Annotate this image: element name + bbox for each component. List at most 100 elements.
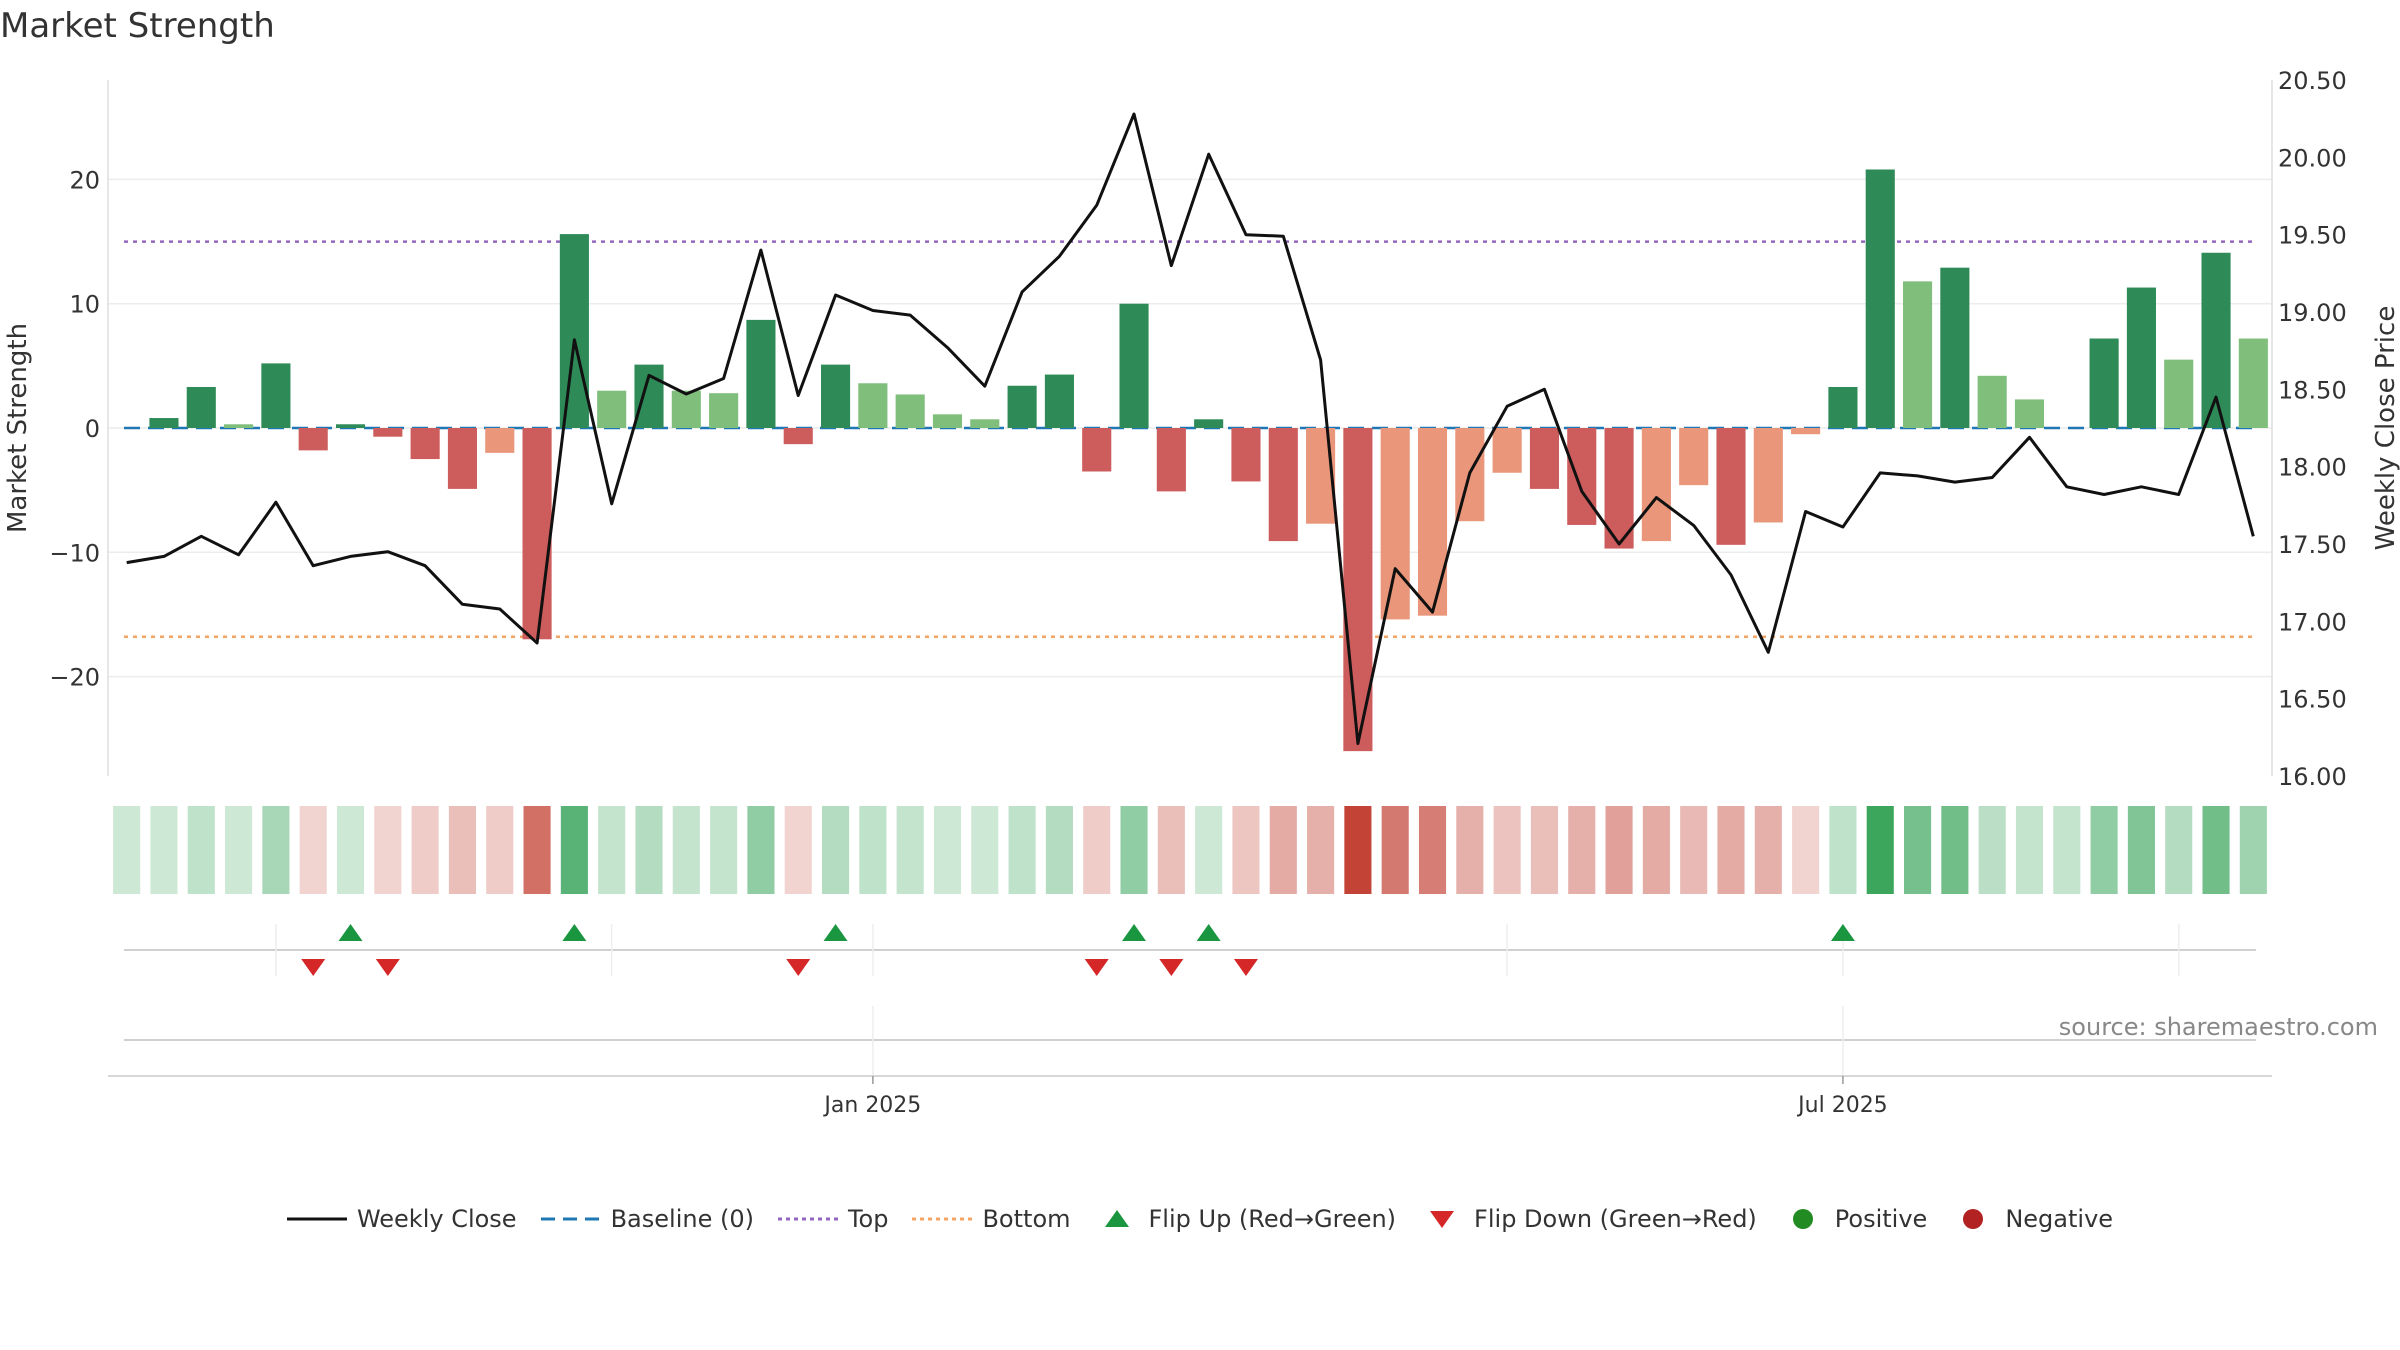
heat-cell	[1008, 806, 1036, 894]
legend-baseline-label: Baseline (0)	[610, 1205, 754, 1233]
axes: −20 −10 0 10 20 16.00 16.50 17.00 17.50 18.00 18.5…	[49, 67, 2346, 791]
heat-cell	[150, 806, 178, 894]
heat-cell	[1456, 806, 1484, 894]
heat-cell	[1195, 806, 1223, 894]
legend-baseline: Baseline (0)	[540, 1205, 754, 1233]
heat-cell	[1344, 806, 1372, 894]
strength-bar	[1417, 428, 1448, 616]
heat-cell	[784, 806, 812, 894]
strength-bar	[1716, 428, 1746, 545]
heat-cell	[374, 806, 402, 894]
heat-cell	[336, 806, 365, 894]
strength-bar	[932, 414, 963, 428]
triangle-down-icon	[1430, 1211, 1455, 1228]
legend-bottom: Bottom	[912, 1205, 1071, 1233]
lower-panel	[124, 1006, 2256, 1076]
y-tick-right: 18.00	[2278, 454, 2347, 482]
strength-bar	[1380, 428, 1410, 620]
heat-cell	[710, 806, 738, 894]
y-tick-right: 20.50	[2278, 67, 2347, 95]
heat-cell	[2165, 806, 2193, 894]
strength-bar	[1156, 428, 1186, 492]
heat-cell	[1157, 806, 1185, 894]
strength-bar	[1492, 428, 1522, 473]
flip-up-marker	[1196, 924, 1221, 941]
strength-bar	[671, 390, 701, 428]
strength-bar	[1044, 374, 1074, 428]
strength-bar	[373, 428, 403, 437]
heat-cell	[1941, 806, 1969, 894]
heat-cell	[859, 806, 887, 894]
y-tick-right: 18.50	[2278, 376, 2347, 404]
legend-top: Top	[777, 1205, 888, 1233]
heat-cell	[411, 806, 439, 894]
strength-bar	[1194, 419, 1224, 428]
strength-bar	[1567, 428, 1597, 525]
dotted-line-icon	[912, 1217, 973, 1221]
y-tick-right: 17.00	[2278, 608, 2347, 636]
y-tick-left: 20	[69, 166, 100, 194]
strength-bar	[783, 428, 813, 445]
strength-bar	[1753, 428, 1783, 523]
strength-bar	[410, 428, 440, 460]
flip-down-marker	[301, 959, 326, 976]
heat-cell	[1568, 806, 1596, 894]
flip-up-marker	[338, 924, 363, 941]
reference-lines	[124, 240, 2256, 639]
heat-cell	[2090, 806, 2118, 894]
heat-cell	[1530, 806, 1558, 894]
strength-bar	[597, 390, 627, 428]
y-tick-right: 17.50	[2278, 531, 2347, 559]
strength-bar	[485, 428, 515, 453]
strength-bar	[447, 428, 477, 489]
heat-cell	[1493, 806, 1521, 894]
strength-bar	[858, 383, 888, 428]
heat-cell	[1754, 806, 1782, 894]
strength-bar	[895, 394, 925, 428]
strength-bar	[1231, 428, 1261, 482]
x-tick-label: Jan 2025	[822, 1093, 921, 1118]
heat-cell	[187, 806, 215, 894]
heat-cell	[1792, 806, 1820, 894]
strength-bar	[2089, 338, 2119, 428]
legend-positive: Positive	[1781, 1205, 1928, 1233]
y-tick-right: 20.00	[2278, 144, 2347, 172]
strength-bar	[1529, 428, 1559, 489]
heat-cell	[1045, 806, 1073, 894]
y-tick-left: 0	[85, 415, 100, 443]
legend: Weekly Close Baseline (0) Top Bottom Fli…	[0, 1205, 2400, 1233]
heat-cell	[448, 806, 476, 894]
legend-positive-label: Positive	[1834, 1205, 1928, 1233]
line-swatch-icon	[286, 1217, 347, 1221]
y-axis-left-label: Market Strength	[3, 323, 33, 533]
legend-bottom-label: Bottom	[982, 1205, 1071, 1233]
strength-bar	[1865, 169, 1895, 428]
flip-up-marker	[1830, 924, 1855, 941]
heat-cell	[1269, 806, 1297, 894]
heat-cell	[933, 806, 962, 894]
strength-bar	[2164, 359, 2194, 428]
weekly-close-line-layer	[126, 112, 2255, 745]
flip-down-marker	[1233, 959, 1258, 976]
heat-cell	[299, 806, 327, 894]
strength-bar	[1007, 385, 1037, 428]
heat-cell	[486, 806, 514, 894]
legend-negative-label: Negative	[2005, 1205, 2114, 1233]
heat-cell	[1680, 806, 1708, 894]
strength-bar	[186, 386, 216, 428]
heat-cell	[1120, 806, 1148, 894]
flip-down-marker	[786, 959, 811, 976]
legend-flip-up-label: Flip Up (Red→Green)	[1148, 1205, 1397, 1233]
y-tick-right: 16.50	[2278, 686, 2347, 714]
strength-bar	[1903, 281, 1933, 428]
legend-flip-down: Flip Down (Green→Red)	[1420, 1205, 1757, 1233]
legend-weekly-close-label: Weekly Close	[356, 1205, 517, 1233]
heat-cell	[1307, 806, 1335, 894]
heat-cell	[2053, 806, 2081, 894]
strength-bar	[1641, 428, 1671, 542]
strength-bar	[1268, 428, 1298, 542]
strength-bars	[149, 169, 2268, 752]
strength-bar	[522, 428, 552, 640]
heat-cell	[822, 806, 850, 894]
